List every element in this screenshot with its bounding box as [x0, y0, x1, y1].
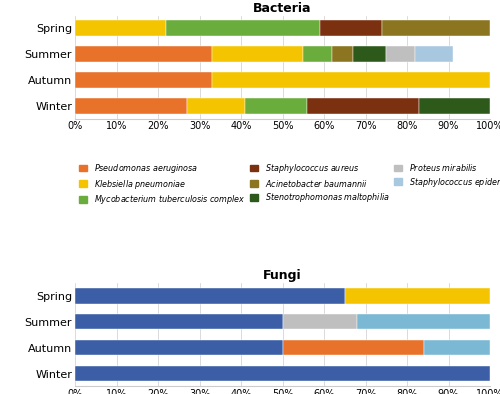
Bar — [212, 46, 303, 62]
Bar — [245, 98, 308, 114]
Bar — [332, 46, 353, 62]
Bar — [357, 314, 490, 329]
Bar — [303, 46, 332, 62]
Bar — [75, 98, 187, 114]
Legend: $\it{Pseudomonas\ aeruginosa}$, $\it{Klebsiella\ pneumoniae}$, $\it{Mycobacteriu: $\it{Pseudomonas\ aeruginosa}$, $\it{Kle… — [79, 162, 500, 206]
Bar — [345, 288, 490, 303]
Bar — [75, 340, 282, 355]
Bar — [424, 340, 490, 355]
Bar — [75, 314, 282, 329]
Bar — [420, 98, 490, 114]
Bar — [212, 72, 490, 88]
Bar — [282, 314, 357, 329]
Bar — [166, 20, 320, 36]
Title: Bacteria: Bacteria — [254, 2, 312, 15]
Bar — [416, 46, 453, 62]
Bar — [75, 46, 212, 62]
Title: Fungi: Fungi — [263, 269, 302, 282]
Bar — [75, 72, 212, 88]
Bar — [308, 98, 420, 114]
Bar — [382, 20, 490, 36]
Bar — [75, 288, 345, 303]
Bar — [75, 366, 490, 381]
Bar — [75, 20, 166, 36]
Bar — [187, 98, 245, 114]
Bar — [320, 20, 382, 36]
Bar — [282, 340, 424, 355]
Bar — [386, 46, 416, 62]
Bar — [353, 46, 386, 62]
